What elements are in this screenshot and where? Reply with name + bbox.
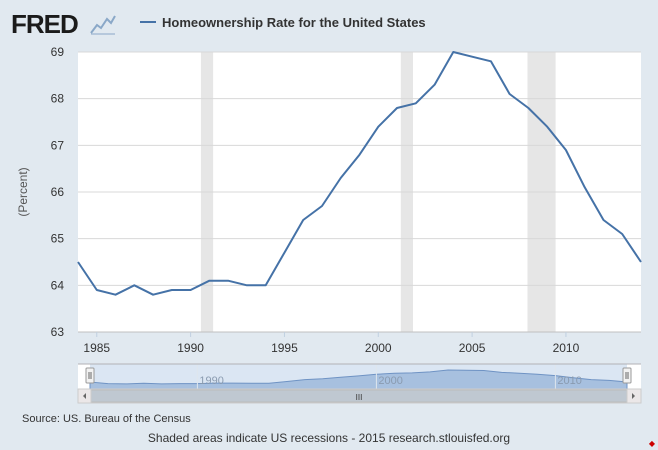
- y-tick-label: 63: [51, 325, 65, 339]
- navigator-ticks: 1990 2000 2010: [196, 364, 582, 389]
- source-note: Source: US. Bureau of the Census: [22, 413, 191, 425]
- y-tick-label: 69: [51, 45, 65, 59]
- y-tick-label: 66: [51, 185, 65, 199]
- corner-mark-icon: ◆: [648, 439, 655, 448]
- chevron-left-icon: [83, 393, 86, 399]
- x-tick-label: 1985: [83, 341, 110, 355]
- gridlines: [78, 51, 641, 286]
- x-tick-label: 1995: [271, 341, 298, 355]
- x-tick-label: 2005: [459, 341, 486, 355]
- navigator-tick-label: 2010: [557, 375, 581, 387]
- recession-note[interactable]: Shaded areas indicate US recessions - 20…: [147, 431, 511, 445]
- navigator-tick-label: 2000: [378, 375, 402, 387]
- y-tick-label: 68: [51, 92, 65, 106]
- navigator-right-handle[interactable]: [622, 367, 632, 384]
- y-tick-label: 64: [51, 278, 65, 292]
- scrollbar-grip: III: [356, 393, 363, 402]
- y-axis-ticks: 63 64 65 66 67 68 69: [51, 45, 65, 339]
- series-line[interactable]: [77, 51, 642, 296]
- line-chart-icon: [90, 15, 116, 35]
- navigator-tick-label: 1990: [199, 375, 223, 387]
- legend-item-label: Homeownership Rate for the United States: [162, 14, 426, 30]
- legend-swatch: [140, 21, 156, 23]
- x-tick-label: 2010: [553, 341, 580, 355]
- navigator-series-area: [89, 369, 628, 390]
- scrollbar[interactable]: III: [77, 388, 642, 404]
- navigator-left-handle[interactable]: [85, 367, 95, 384]
- legend[interactable]: Homeownership Rate for the United States: [140, 13, 426, 31]
- x-axis-ticks: 1985 1990 1995 2000 2005 2010: [83, 332, 580, 355]
- fred-logo[interactable]: FRED: [11, 9, 79, 39]
- chart-header: FRED Homeownership Rate for the United S…: [0, 0, 658, 44]
- x-tick-label: 1990: [177, 341, 204, 355]
- y-tick-label: 67: [51, 138, 65, 152]
- navigator[interactable]: 1990 2000 2010: [78, 363, 641, 390]
- y-tick-label: 65: [51, 232, 65, 246]
- x-tick-label: 2000: [365, 341, 392, 355]
- chevron-right-icon: [632, 393, 635, 399]
- y-axis-label: (Percent): [16, 167, 30, 216]
